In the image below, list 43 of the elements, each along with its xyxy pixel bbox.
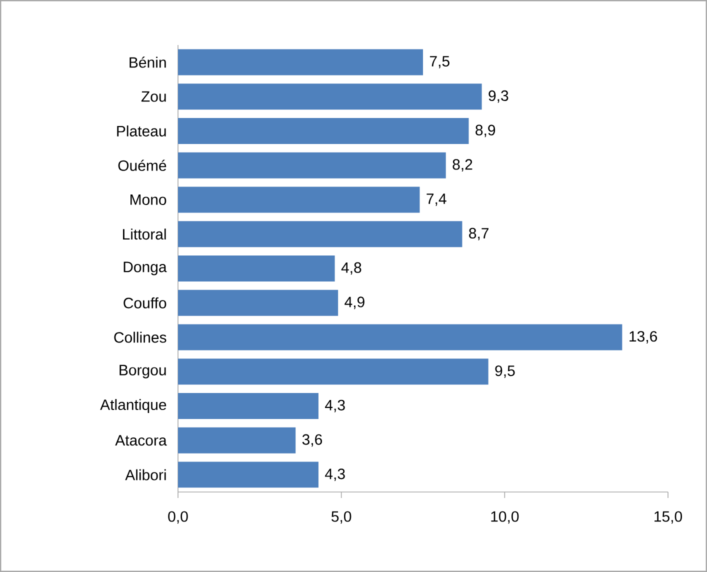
x-tick-label: 5,0 xyxy=(332,511,352,524)
y-tick-label: Atacora xyxy=(115,435,167,446)
y-tick-label: Littoral xyxy=(123,228,166,240)
data-label: 4,9 xyxy=(344,296,364,310)
data-label: 8,2 xyxy=(452,159,472,172)
data-label: 4,8 xyxy=(341,262,362,275)
x-tick-label: 15,0 xyxy=(654,511,682,524)
bar xyxy=(178,324,622,350)
data-label: 9,3 xyxy=(488,90,508,103)
bar xyxy=(178,393,318,420)
data-label: 4,3 xyxy=(325,400,345,412)
x-tick-label: 10,0 xyxy=(491,511,519,524)
bar xyxy=(178,221,462,248)
bar xyxy=(178,84,482,110)
y-tick-label: Bénin xyxy=(130,56,166,68)
y-tick-label: Borgou xyxy=(120,364,166,378)
data-label: 7,4 xyxy=(426,194,446,206)
bar xyxy=(178,358,488,385)
y-tick-label: Atlantique xyxy=(100,399,166,414)
y-tick-label: Plateau xyxy=(117,125,166,136)
bar xyxy=(178,49,423,76)
bar xyxy=(178,152,446,178)
bar xyxy=(178,290,338,316)
data-label: 7,5 xyxy=(430,56,450,68)
x-tick-label: 0,0 xyxy=(168,511,188,524)
data-label: 8,7 xyxy=(469,228,488,240)
y-tick-label: Ouémé xyxy=(118,160,166,171)
data-label: 4,3 xyxy=(325,468,345,481)
y-tick-label: Couffo xyxy=(124,297,166,308)
y-tick-label: Alibori xyxy=(125,469,166,480)
y-tick-label: Mono xyxy=(130,194,166,205)
y-tick-label: Zou xyxy=(141,91,166,102)
data-label: 3,6 xyxy=(302,434,322,447)
y-tick-label: Donga xyxy=(124,262,167,276)
bar xyxy=(178,255,335,282)
bar xyxy=(178,427,296,454)
bar xyxy=(178,462,318,488)
y-tick-label: Collines xyxy=(114,332,166,343)
bar xyxy=(178,186,420,213)
bar xyxy=(178,118,469,144)
data-label: 13,6 xyxy=(630,331,657,344)
data-label: 8,9 xyxy=(476,124,496,138)
data-label: 9,5 xyxy=(495,365,515,378)
